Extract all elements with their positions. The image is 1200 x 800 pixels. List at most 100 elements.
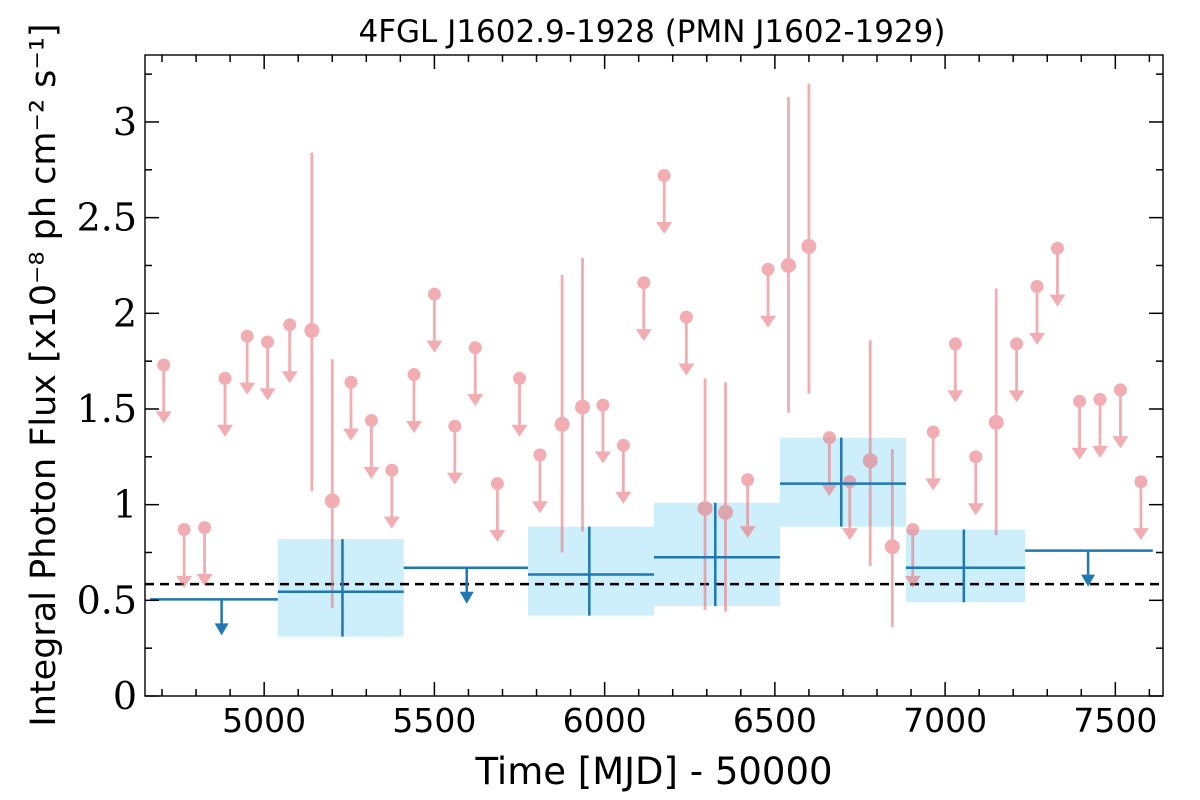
- coarse-uncertainty-band: [277, 539, 404, 637]
- detection-marker: [884, 539, 900, 555]
- fine-upper-limit: [656, 169, 673, 234]
- fine-upper-limit: [739, 473, 756, 539]
- chart-title: 4FGL J1602.9-1928 (PMN J1602-1929): [358, 14, 945, 50]
- fine-detection: [575, 257, 591, 532]
- upper-limit-arrowhead: [594, 451, 611, 464]
- upper-limit-arrowhead: [821, 484, 838, 497]
- fine-upper-limit: [760, 262, 777, 328]
- fine-detection: [780, 97, 796, 413]
- upper-limit-marker: [843, 475, 857, 489]
- upper-limit-marker: [157, 358, 171, 372]
- upper-limit-marker: [198, 521, 212, 535]
- fine-upper-limit: [1092, 392, 1109, 458]
- fine-upper-limit: [342, 375, 359, 441]
- upper-limit-marker: [948, 337, 962, 351]
- upper-limit-marker: [1030, 280, 1044, 294]
- upper-limit-arrowhead: [1008, 390, 1025, 403]
- upper-limit-marker: [283, 318, 297, 332]
- upper-limit-marker: [969, 450, 983, 464]
- coarse-uncertainty-band: [528, 526, 654, 616]
- fine-upper-limit: [467, 341, 484, 407]
- fine-upper-limit: [511, 371, 528, 437]
- upper-limit-marker: [513, 371, 527, 385]
- detection-marker: [575, 399, 591, 415]
- upper-limit-marker: [596, 398, 610, 412]
- upper-limit-marker: [616, 438, 630, 452]
- upper-limit-marker: [741, 473, 755, 487]
- upper-limit-marker: [218, 371, 232, 385]
- x-tick-label: 6500: [733, 701, 817, 740]
- fine-detection: [697, 378, 713, 610]
- upper-limit-arrowhead: [217, 424, 234, 437]
- coarse-uncertainty-band: [905, 529, 1026, 603]
- fine-upper-limit: [426, 287, 443, 353]
- upper-limit-arrowhead: [678, 363, 695, 376]
- coarse-detection: [905, 529, 1026, 603]
- upper-limit-arrowhead: [1112, 436, 1129, 449]
- fine-upper-limit: [1008, 337, 1025, 403]
- fine-upper-limit: [821, 431, 838, 497]
- upper-limit-marker: [679, 310, 693, 324]
- fine-upper-limit: [947, 337, 964, 403]
- fine-detection: [554, 275, 570, 553]
- y-tick-label: 1: [113, 483, 137, 527]
- coarse-upper-limit-arrowhead: [459, 591, 474, 604]
- upper-limit-arrowhead: [760, 315, 777, 328]
- detection-marker: [697, 500, 713, 516]
- upper-limit-marker: [364, 413, 378, 427]
- fine-detection: [324, 359, 340, 608]
- upper-limit-marker: [448, 419, 462, 433]
- fine-upper-limit: [594, 398, 611, 464]
- upper-limit-marker: [177, 523, 191, 537]
- fine-upper-limit: [841, 475, 858, 541]
- fine-detection: [862, 340, 878, 566]
- fine-detection: [717, 382, 733, 612]
- coarse-upper-limit: [403, 566, 529, 604]
- upper-limit-marker: [533, 448, 547, 462]
- detection-marker: [304, 323, 320, 339]
- fine-upper-limit: [239, 329, 256, 395]
- upper-limit-arrowhead: [531, 501, 548, 514]
- upper-limit-marker: [261, 335, 275, 349]
- fine-upper-limit: [155, 358, 172, 424]
- upper-limit-arrowhead: [739, 526, 756, 539]
- fine-upper-limit: [615, 438, 632, 504]
- upper-limit-arrowhead: [446, 472, 463, 485]
- coarse-upper-limit-arrowhead: [1081, 574, 1096, 587]
- upper-limit-marker: [490, 477, 504, 491]
- upper-limit-marker: [468, 341, 482, 355]
- detection-marker: [801, 238, 817, 254]
- coarse-detection: [277, 539, 404, 637]
- detection-marker: [717, 504, 733, 520]
- upper-limit-arrowhead: [196, 574, 213, 587]
- y-tick-label: 0.5: [77, 578, 137, 622]
- fine-upper-limit: [281, 318, 298, 384]
- upper-limit-arrowhead: [239, 382, 256, 395]
- upper-limit-arrowhead: [615, 491, 632, 504]
- upper-limit-marker: [1073, 394, 1087, 408]
- upper-limit-marker: [906, 523, 920, 537]
- fine-upper-limit: [1071, 394, 1088, 460]
- upper-limit-arrowhead: [363, 466, 380, 479]
- upper-limit-arrowhead: [259, 388, 276, 401]
- y-tick-label: 2.5: [77, 196, 137, 240]
- fine-upper-limit: [405, 368, 422, 433]
- fine-upper-limit: [635, 276, 652, 342]
- fine-upper-limit: [259, 335, 276, 401]
- upper-limit-arrowhead: [176, 575, 193, 588]
- detection-marker: [554, 416, 570, 432]
- upper-limit-arrowhead: [489, 530, 506, 543]
- detection-marker: [324, 493, 340, 509]
- upper-limit-arrowhead: [342, 428, 359, 441]
- fine-upper-limit: [489, 477, 506, 543]
- fine-upper-limit: [217, 371, 234, 437]
- coarse-uncertainty-band: [654, 502, 780, 607]
- upper-limit-marker: [344, 375, 358, 389]
- fine-upper-limit: [363, 413, 380, 479]
- fine-upper-limit: [383, 463, 400, 529]
- upper-limit-marker: [1093, 392, 1107, 406]
- y-tick-label: 0: [113, 674, 137, 718]
- coarse-detection: [528, 526, 654, 616]
- x-tick-label: 5000: [222, 701, 306, 740]
